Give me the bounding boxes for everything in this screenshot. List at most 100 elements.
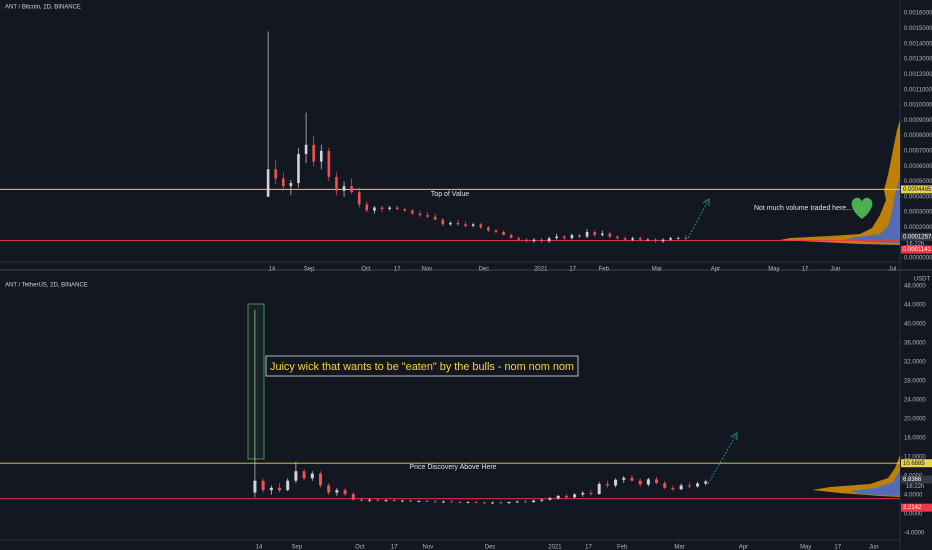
y-tick-label: 0.0004000 bbox=[904, 194, 932, 200]
candle-body bbox=[687, 485, 691, 487]
price-tag bbox=[901, 245, 932, 254]
y-tick-label: 0.0005000 bbox=[904, 179, 932, 185]
y-tick-label: 32.0000 bbox=[904, 360, 926, 366]
y-tick-label: 0.0013000 bbox=[904, 57, 932, 63]
candle-body bbox=[646, 479, 650, 485]
candle-body bbox=[608, 233, 612, 237]
x-tick-label: Mar bbox=[674, 545, 684, 550]
candle-body bbox=[622, 477, 626, 480]
callout-text: Juicy wick that wants to be "eaten" by t… bbox=[270, 361, 574, 373]
candle-body bbox=[319, 150, 323, 162]
candle-body bbox=[409, 500, 413, 502]
y-tick-label: 36.0000 bbox=[904, 341, 926, 347]
candle-body bbox=[343, 490, 347, 494]
candle-body bbox=[261, 480, 265, 491]
candle-body bbox=[704, 481, 708, 484]
candle-body bbox=[388, 207, 391, 210]
x-tick-label: Jun bbox=[831, 267, 841, 273]
axis-unit: USDT bbox=[914, 277, 931, 283]
candle-body bbox=[426, 215, 429, 217]
annotation: Price Discovery Above Here bbox=[409, 464, 496, 471]
candle-body bbox=[556, 495, 560, 499]
y-tick-label: 48.0000 bbox=[904, 284, 926, 290]
candle-body bbox=[540, 499, 544, 501]
candle-body bbox=[456, 222, 460, 225]
forecast-arrow bbox=[707, 434, 737, 485]
x-tick-label: May bbox=[768, 267, 779, 273]
candle-body bbox=[433, 216, 437, 220]
y-tick-label: 0.0002000 bbox=[904, 225, 932, 231]
price-tag bbox=[901, 232, 932, 241]
candle-body bbox=[302, 471, 306, 479]
candle-body bbox=[441, 501, 445, 503]
candle-body bbox=[449, 222, 452, 225]
candle-body bbox=[600, 233, 604, 236]
candle-body bbox=[403, 209, 407, 211]
y-tick-label: 0.0008000 bbox=[904, 133, 932, 139]
x-tick-label: 17 bbox=[394, 267, 401, 273]
heart-icon bbox=[851, 197, 873, 219]
candle-body bbox=[395, 207, 399, 210]
arrow-head bbox=[730, 432, 738, 440]
candle-body bbox=[400, 500, 404, 502]
y-tick-label: -4.0000 bbox=[904, 530, 925, 536]
candle-body bbox=[350, 186, 353, 193]
price-tag-label: 0.0004485 bbox=[903, 187, 932, 193]
candle-body bbox=[464, 224, 467, 226]
candle-body bbox=[676, 238, 680, 239]
y-tick-label: 0.0014000 bbox=[904, 41, 932, 47]
candle-body bbox=[335, 490, 339, 493]
x-tick-label: 2021 bbox=[534, 267, 548, 273]
y-tick-label: 0.0010000 bbox=[904, 103, 932, 109]
price-tag-label: 0.0001141 bbox=[903, 247, 932, 253]
y-tick-label: 44.0000 bbox=[904, 303, 926, 309]
candle-body bbox=[466, 502, 470, 503]
candle-body bbox=[517, 238, 521, 240]
candle-body bbox=[494, 230, 498, 233]
countdown: 16:22h bbox=[906, 241, 924, 247]
candle-body bbox=[540, 239, 543, 242]
candle-body bbox=[304, 144, 308, 154]
candle-body bbox=[380, 207, 384, 210]
candle-body bbox=[433, 501, 437, 503]
candle-body bbox=[266, 169, 270, 197]
x-tick-label: Nov bbox=[421, 267, 432, 273]
arrow-head bbox=[702, 198, 710, 206]
candle-body bbox=[327, 485, 331, 493]
y-tick-label: 0.0011000 bbox=[904, 87, 932, 93]
candle-body bbox=[392, 500, 396, 502]
y-tick-label: 0.0000 bbox=[904, 511, 923, 517]
candle-body bbox=[441, 219, 445, 225]
y-tick-label: 12.0000 bbox=[904, 455, 926, 461]
candle-body bbox=[597, 484, 601, 494]
candle-body bbox=[418, 213, 422, 216]
price-tag bbox=[901, 475, 932, 484]
candle-body bbox=[623, 238, 627, 240]
candle-body bbox=[411, 210, 414, 214]
candle-body bbox=[684, 238, 688, 239]
y-tick-label: 16.0000 bbox=[904, 436, 926, 442]
x-tick-label: Feb bbox=[617, 545, 628, 550]
candle-body bbox=[357, 192, 361, 205]
countdown: 16:22h bbox=[906, 484, 924, 490]
price-tag bbox=[901, 503, 932, 512]
candle-body bbox=[573, 494, 577, 498]
candle-body bbox=[297, 153, 300, 184]
candle-body bbox=[482, 502, 486, 504]
candle-body bbox=[365, 204, 369, 211]
candle-body bbox=[515, 501, 519, 503]
x-tick-label: May bbox=[800, 545, 811, 550]
candle-body bbox=[384, 500, 388, 501]
x-tick-label: Feb bbox=[599, 267, 610, 273]
x-tick-label: 14 bbox=[256, 545, 263, 550]
volume-profile bbox=[780, 120, 900, 497]
candle-body bbox=[616, 236, 619, 239]
y-tick-label: 0.0000000 bbox=[904, 256, 932, 262]
candle-body bbox=[373, 207, 376, 211]
candle-body bbox=[294, 471, 298, 481]
candle-body bbox=[548, 498, 552, 500]
candle-body bbox=[499, 502, 503, 504]
